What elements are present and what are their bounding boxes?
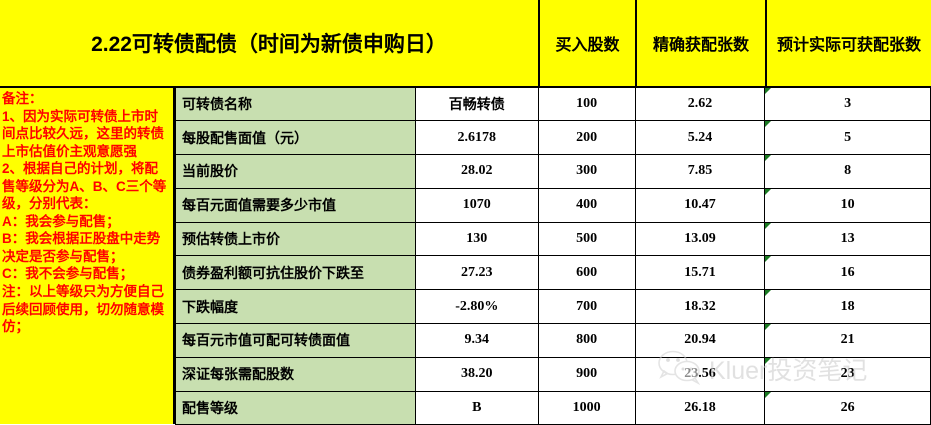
data-table: 可转债名称 百畅转债 100 2.62 3 每股配售面值（元） 2.6178 200 5.24 5… xyxy=(175,86,931,425)
row-value-cell[interactable]: 百畅转债 xyxy=(414,86,539,122)
buy-shares-cell[interactable]: 1000 xyxy=(537,390,636,425)
row-label-cell[interactable]: 下跌幅度 xyxy=(175,289,416,325)
exact-lots-cell[interactable]: 18.32 xyxy=(634,289,766,325)
table-row: 每股配售面值（元） 2.6178 200 5.24 5 xyxy=(175,120,931,156)
column-header-estimated-lots: 预计实际可获配张数 xyxy=(765,0,931,86)
estimated-lots-value: 26 xyxy=(840,400,855,416)
estimated-lots-value: 8 xyxy=(844,163,852,179)
estimated-lots-cell[interactable]: 23 xyxy=(764,356,931,392)
estimated-lots-value: 3 xyxy=(844,96,852,112)
cell-error-triangle-icon xyxy=(765,256,772,263)
row-label-cell[interactable]: 预估转债上市价 xyxy=(175,221,416,257)
estimated-lots-value: 23 xyxy=(840,366,855,382)
table-row: 每百元市值可配可转债面值 9.34 800 20.94 21 xyxy=(175,323,931,358)
buy-shares-cell[interactable]: 100 xyxy=(537,86,636,122)
row-label-cell[interactable]: 深证每张需配股数 xyxy=(175,356,416,392)
table-row: 下跌幅度 -2.80% 700 18.32 18 xyxy=(175,289,931,325)
estimated-lots-value: 16 xyxy=(840,264,855,280)
table-row: 当前股价 28.02 300 7.85 8 xyxy=(175,154,931,189)
cell-error-triangle-icon xyxy=(765,392,772,398)
estimated-lots-cell[interactable]: 18 xyxy=(764,289,931,325)
estimated-lots-cell[interactable]: 21 xyxy=(764,323,931,358)
cell-error-triangle-icon xyxy=(765,290,772,297)
estimated-lots-value: 10 xyxy=(840,197,855,213)
table-header-row: 2.22可转债配债（时间为新债申购日） 买入股数 精确获配张数 预计实际可获配张… xyxy=(0,0,931,86)
cell-error-triangle-icon xyxy=(765,324,772,331)
estimated-lots-cell[interactable]: 10 xyxy=(764,187,931,223)
row-label-cell[interactable]: 债券盈利额可抗住股价下跌至 xyxy=(175,255,416,291)
row-value-cell[interactable]: 28.02 xyxy=(414,154,539,189)
estimated-lots-value: 18 xyxy=(840,298,855,314)
notes-panel: 备注： 1、因为实际可转债上市时间点比较久远，这里的转债上市估值价主观意愿强 2… xyxy=(0,86,175,424)
exact-lots-cell[interactable]: 20.94 xyxy=(634,323,766,358)
exact-lots-cell[interactable]: 2.62 xyxy=(634,86,766,122)
row-value-cell[interactable]: 38.20 xyxy=(414,356,539,392)
buy-shares-cell[interactable]: 700 xyxy=(537,289,636,325)
table-row: 可转债名称 百畅转债 100 2.62 3 xyxy=(175,86,931,122)
cell-error-triangle-icon xyxy=(765,88,772,94)
row-label-cell[interactable]: 每百元市值可配可转债面值 xyxy=(175,323,416,358)
buy-shares-cell[interactable]: 400 xyxy=(537,187,636,223)
exact-lots-cell[interactable]: 7.85 xyxy=(634,154,766,189)
table-row: 配售等级 B 1000 26.18 26 xyxy=(175,390,931,425)
buy-shares-cell[interactable]: 500 xyxy=(537,221,636,257)
table-row: 每百元面值需要多少市值 1070 400 10.47 10 xyxy=(175,187,931,223)
row-value-cell[interactable]: 27.23 xyxy=(414,255,539,291)
row-label-cell[interactable]: 每股配售面值（元） xyxy=(175,120,416,156)
estimated-lots-value: 13 xyxy=(840,231,855,247)
exact-lots-cell[interactable]: 5.24 xyxy=(634,120,766,156)
cell-error-triangle-icon xyxy=(765,155,772,162)
table-body: 备注： 1、因为实际可转债上市时间点比较久远，这里的转债上市估值价主观意愿强 2… xyxy=(0,86,931,425)
table-row: 债券盈利额可抗住股价下跌至 27.23 600 15.71 16 xyxy=(175,255,931,291)
row-value-cell[interactable]: 9.34 xyxy=(414,323,539,358)
exact-lots-cell[interactable]: 10.47 xyxy=(634,187,766,223)
estimated-lots-value: 21 xyxy=(840,332,855,348)
exact-lots-cell[interactable]: 23.56 xyxy=(634,356,766,392)
table-rows-container: 可转债名称 百畅转债 100 2.62 3 每股配售面值（元） 2.6178 200 5.24 5… xyxy=(175,86,931,425)
buy-shares-cell[interactable]: 200 xyxy=(537,120,636,156)
row-value-cell[interactable]: 1070 xyxy=(414,187,539,223)
estimated-lots-cell[interactable]: 3 xyxy=(764,86,931,122)
row-label-cell[interactable]: 每百元面值需要多少市值 xyxy=(175,187,416,223)
cell-error-triangle-icon xyxy=(765,223,772,229)
cell-error-triangle-icon xyxy=(765,358,772,364)
row-label-cell[interactable]: 当前股价 xyxy=(175,154,416,189)
table-row: 深证每张需配股数 38.20 900 23.56 23 xyxy=(175,356,931,392)
estimated-lots-cell[interactable]: 5 xyxy=(764,120,931,156)
estimated-lots-cell[interactable]: 16 xyxy=(764,255,931,291)
row-value-cell[interactable]: 130 xyxy=(414,221,539,257)
exact-lots-cell[interactable]: 13.09 xyxy=(634,221,766,257)
column-header-exact-lots: 精确获配张数 xyxy=(635,0,765,86)
estimated-lots-cell[interactable]: 13 xyxy=(764,221,931,257)
buy-shares-cell[interactable]: 900 xyxy=(537,356,636,392)
page-title: 2.22可转债配债（时间为新债申购日） xyxy=(91,33,447,56)
column-header-buy-shares: 买入股数 xyxy=(538,0,635,86)
cell-error-triangle-icon xyxy=(765,189,772,195)
cell-error-triangle-icon xyxy=(765,121,772,128)
row-value-cell[interactable]: -2.80% xyxy=(414,289,539,325)
table-row: 预估转债上市价 130 500 13.09 13 xyxy=(175,221,931,257)
row-value-cell[interactable]: 2.6178 xyxy=(414,120,539,156)
row-label-cell[interactable]: 配售等级 xyxy=(175,390,416,425)
estimated-lots-cell[interactable]: 26 xyxy=(764,390,931,425)
row-label-cell[interactable]: 可转债名称 xyxy=(175,86,416,122)
estimated-lots-cell[interactable]: 8 xyxy=(764,154,931,189)
exact-lots-cell[interactable]: 26.18 xyxy=(634,390,766,425)
row-value-cell[interactable]: B xyxy=(414,390,539,425)
buy-shares-cell[interactable]: 300 xyxy=(537,154,636,189)
buy-shares-cell[interactable]: 600 xyxy=(537,255,636,291)
exact-lots-cell[interactable]: 15.71 xyxy=(634,255,766,291)
buy-shares-cell[interactable]: 800 xyxy=(537,323,636,358)
estimated-lots-value: 5 xyxy=(844,129,852,145)
